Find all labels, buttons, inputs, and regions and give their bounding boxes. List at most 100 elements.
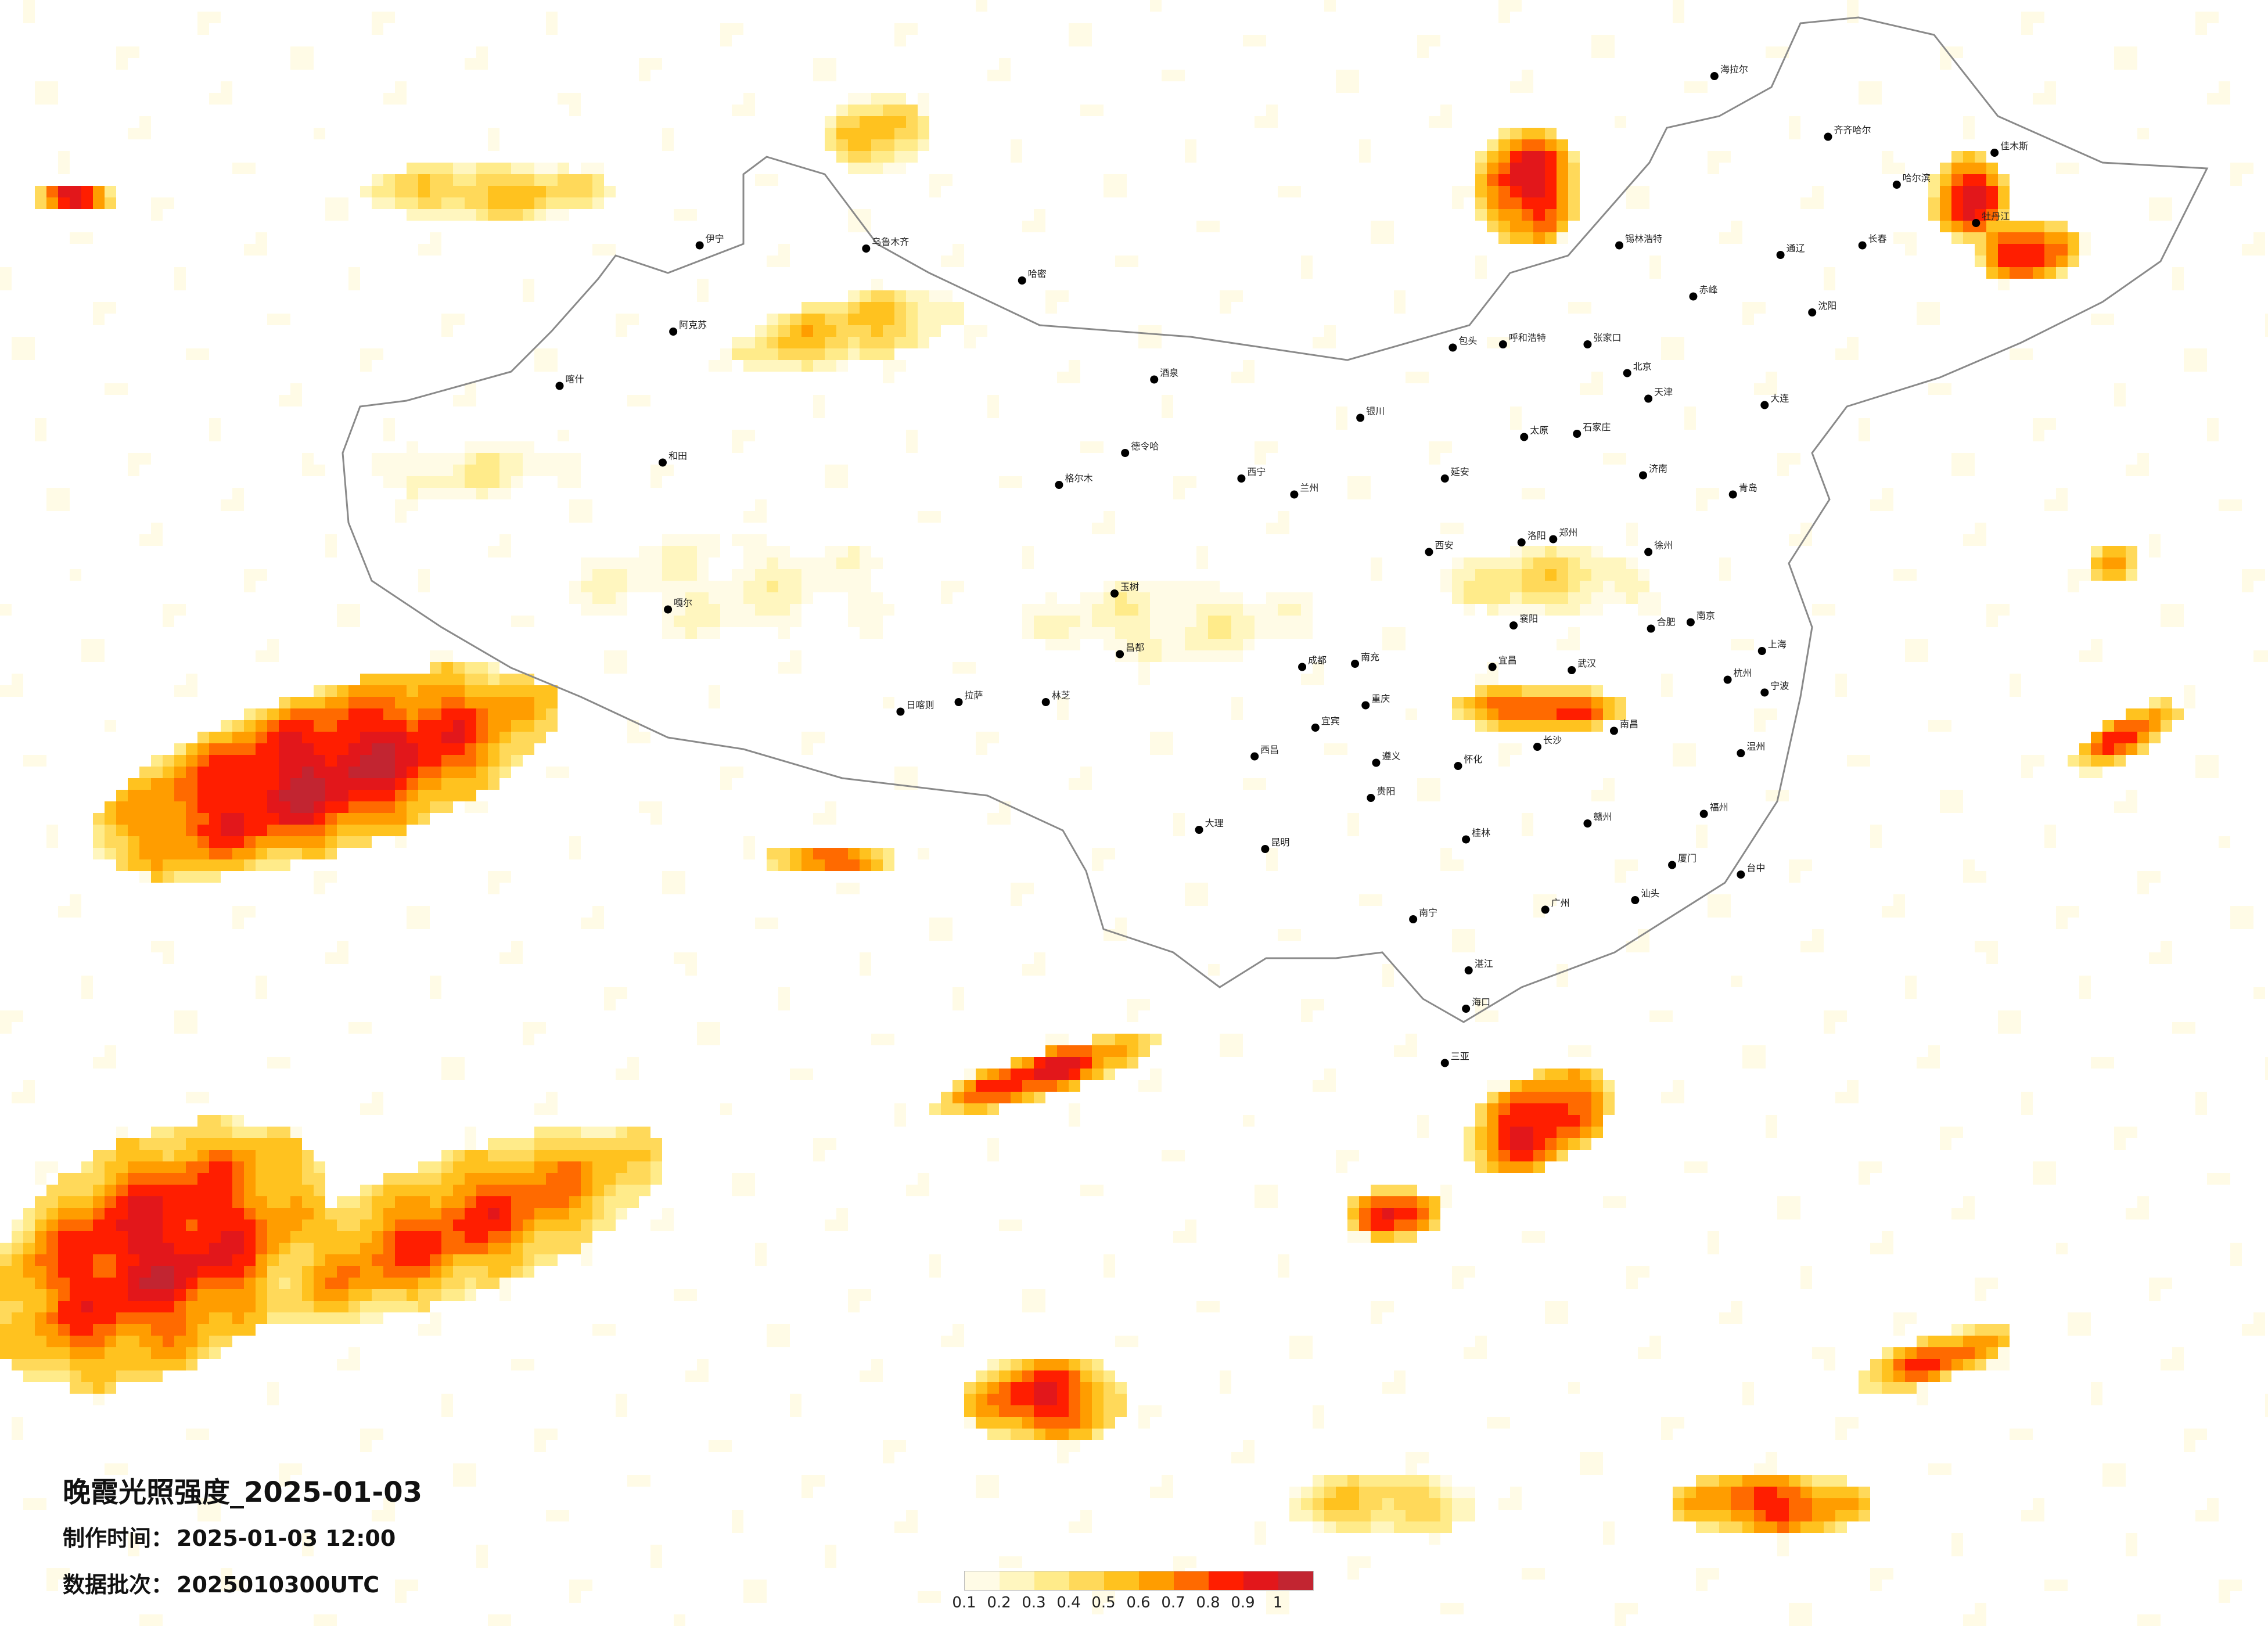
city-marker <box>1425 548 1433 556</box>
city-marker <box>658 458 667 467</box>
city-label: 昌都 <box>1126 642 1144 653</box>
city-marker <box>1686 618 1695 627</box>
city-marker <box>1517 538 1526 546</box>
city-marker <box>1583 340 1592 348</box>
city-marker <box>1858 241 1867 250</box>
color-legend: 0.1 0.2 0.3 0.4 0.5 0.6 0.7 0.8 0.9 1 <box>952 1571 1314 1614</box>
city-label: 佳木斯 <box>2000 141 2028 152</box>
city-marker <box>1644 548 1653 556</box>
city-label: 洛阳 <box>1527 530 1546 541</box>
legend-tick-label: 0.7 <box>1161 1594 1185 1611</box>
city-label: 哈密 <box>1028 268 1047 279</box>
city-marker <box>896 707 905 716</box>
batch-label: 数据批次： <box>63 1572 174 1598</box>
city-label: 南京 <box>1696 610 1715 621</box>
legend-tick-label: 0.5 <box>1091 1594 1116 1611</box>
legend-swatch <box>1104 1571 1139 1590</box>
city-label: 宜昌 <box>1498 655 1517 666</box>
city-label: 包头 <box>1458 336 1477 347</box>
city-label: 通辽 <box>1787 243 1805 254</box>
batch-value: 2025010300UTC <box>177 1572 380 1598</box>
city-label: 和田 <box>668 451 687 462</box>
city-marker <box>1290 490 1299 499</box>
city-label: 格尔木 <box>1065 473 1092 484</box>
city-marker <box>1311 724 1320 732</box>
city-label: 太原 <box>1530 425 1548 436</box>
city-label: 长春 <box>1868 233 1887 244</box>
city-label: 海拉尔 <box>1720 64 1748 75</box>
city-label: 玉树 <box>1120 581 1139 592</box>
city-label: 张家口 <box>1593 332 1621 343</box>
city-label: 赤峰 <box>1699 285 1717 296</box>
city-label: 伊宁 <box>706 233 724 244</box>
city-marker <box>1737 870 1745 879</box>
city-label: 襄阳 <box>1519 613 1538 624</box>
city-marker <box>1541 905 1550 914</box>
city-label: 延安 <box>1451 466 1469 477</box>
city-marker <box>1644 394 1653 403</box>
city-marker <box>1609 726 1618 735</box>
city-label: 遵义 <box>1382 751 1400 762</box>
legend-swatch <box>1069 1571 1104 1590</box>
city-marker <box>1121 449 1130 457</box>
city-marker <box>1448 343 1457 352</box>
city-label: 南充 <box>1361 652 1379 663</box>
city-label: 齐齐哈尔 <box>1834 125 1871 136</box>
city-marker <box>1757 647 1766 655</box>
city-label: 杭州 <box>1734 668 1752 679</box>
city-label: 广州 <box>1551 898 1570 909</box>
city-label: 喀什 <box>566 374 584 385</box>
city-label: 宜宾 <box>1321 715 1340 726</box>
city-marker <box>1464 966 1473 974</box>
city-marker <box>1760 688 1769 697</box>
legend-tick-label: 0.4 <box>1056 1594 1081 1611</box>
city-label: 西宁 <box>1247 466 1266 477</box>
legend-labels: 0.1 0.2 0.3 0.4 0.5 0.6 0.7 0.8 0.9 1 <box>952 1594 1314 1614</box>
city-label: 赣州 <box>1593 811 1612 822</box>
made-time: 制作时间： 2025-01-03 12:00 <box>63 1520 396 1552</box>
city-marker <box>1367 794 1375 802</box>
city-marker <box>1699 810 1708 818</box>
city-label: 济南 <box>1649 463 1667 474</box>
city-label: 桂林 <box>1472 828 1490 839</box>
map-title: 晚霞光照强度_2025-01-03 <box>63 1476 423 1509</box>
legend-tick-label: 0.8 <box>1196 1594 1220 1611</box>
city-marker <box>1361 701 1370 710</box>
legend-tick-label: 0.9 <box>1231 1594 1255 1611</box>
city-label: 湛江 <box>1475 958 1493 969</box>
city-label: 成都 <box>1308 655 1327 666</box>
city-marker <box>1440 1059 1449 1067</box>
city-marker <box>1776 251 1785 259</box>
data-batch: 数据批次： 2025010300UTC <box>63 1567 379 1599</box>
city-marker <box>1237 474 1246 483</box>
legend-swatch <box>1278 1571 1313 1590</box>
city-marker <box>1261 845 1270 853</box>
city-label: 南宁 <box>1419 907 1437 918</box>
city-marker <box>1760 401 1769 409</box>
city-label: 合肥 <box>1657 617 1676 628</box>
city-label: 汕头 <box>1641 888 1659 899</box>
city-label: 海口 <box>1472 997 1490 1008</box>
city-label: 武汉 <box>1577 658 1596 669</box>
legend-tick-label: 0.2 <box>987 1594 1011 1611</box>
city-marker <box>695 241 704 250</box>
legend-tick-label: 0.6 <box>1126 1594 1151 1611</box>
city-marker <box>1723 675 1732 684</box>
city-label: 石家庄 <box>1583 422 1611 433</box>
city-label: 台中 <box>1746 862 1765 873</box>
city-marker <box>954 698 963 706</box>
legend-tick-label: 0.1 <box>952 1594 976 1611</box>
city-marker <box>1639 471 1647 480</box>
city-label: 三亚 <box>1451 1051 1469 1062</box>
city-marker <box>1824 132 1832 141</box>
city-label: 福州 <box>1710 802 1728 813</box>
city-marker <box>1018 276 1026 285</box>
city-label: 天津 <box>1654 387 1673 398</box>
city-marker <box>1351 660 1360 668</box>
city-marker <box>1615 241 1624 250</box>
city-marker <box>1647 624 1655 633</box>
legend-swatch <box>1209 1571 1243 1590</box>
city-label: 兰州 <box>1300 483 1318 494</box>
city-marker <box>862 244 871 253</box>
city-label: 银川 <box>1366 406 1385 417</box>
